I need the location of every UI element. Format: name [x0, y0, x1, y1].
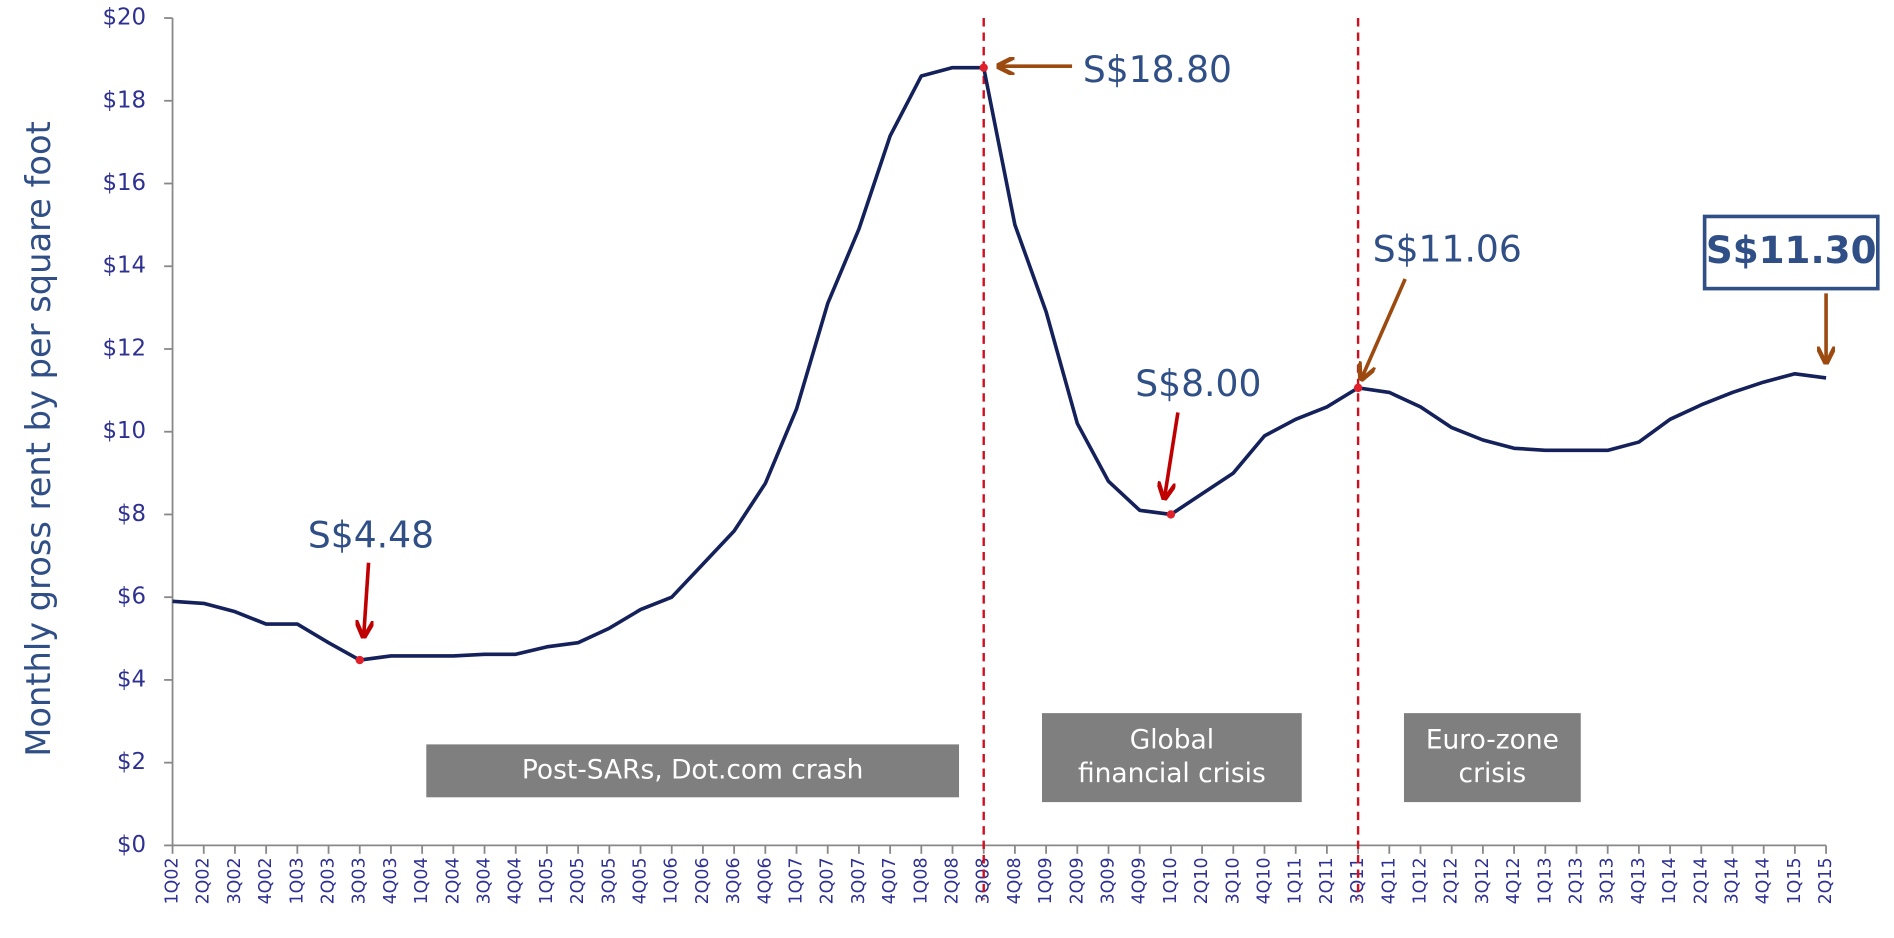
x-tick-label: 1Q05	[537, 857, 557, 904]
x-tick-label: 4Q04	[506, 857, 526, 904]
period-label: Euro-zone	[1426, 724, 1559, 755]
annotation-label: S$18.80	[1083, 49, 1232, 91]
x-tick-label: 4Q09	[1130, 857, 1150, 904]
highlight-point	[355, 655, 364, 665]
x-tick-label: 3Q06	[724, 857, 744, 904]
x-tick-label: 4Q08	[1005, 857, 1025, 904]
annotation-label: S$8.00	[1135, 363, 1261, 405]
period-label: financial crisis	[1078, 758, 1266, 789]
y-tick-label: $14	[103, 253, 147, 279]
x-tick-label: 4Q13	[1629, 857, 1649, 904]
x-tick-label: 1Q06	[662, 857, 682, 904]
x-tick-label: 4Q06	[755, 857, 775, 904]
x-tick-label: 2Q09	[1067, 857, 1087, 904]
x-tick-label: 2Q13	[1566, 857, 1586, 904]
x-tick-label: 1Q03	[287, 857, 307, 904]
y-tick-label: $2	[117, 749, 146, 775]
x-tick-label: 4Q03	[381, 857, 401, 904]
x-tick-label: 3Q03	[350, 857, 370, 904]
y-tick-label: $4	[117, 666, 146, 692]
x-tick-label: 3Q13	[1598, 857, 1618, 904]
x-tick-label: 2Q04	[443, 857, 463, 904]
x-tick-label: 3Q08	[974, 857, 994, 904]
x-tick-label: 4Q11	[1379, 857, 1399, 904]
x-tick-label: 1Q15	[1785, 857, 1805, 904]
highlight-point	[1166, 510, 1176, 519]
annotation-label: S$11.30	[1706, 228, 1877, 272]
x-tick-label: 4Q07	[880, 857, 900, 904]
x-tick-label: 2Q03	[319, 857, 339, 904]
x-tick-label: 2Q06	[693, 857, 713, 904]
annotation-arrow	[364, 562, 369, 635]
x-tick-label: 2Q07	[818, 857, 838, 904]
y-tick-label: $0	[117, 832, 146, 858]
annotation-arrow	[1165, 412, 1180, 496]
y-tick-label: $20	[103, 5, 147, 31]
x-tick-label: 1Q08	[911, 857, 931, 904]
x-tick-label: 3Q12	[1473, 857, 1493, 904]
x-tick-label: 1Q12	[1410, 857, 1430, 904]
y-tick-label: $16	[103, 170, 147, 196]
x-tick-label: 3Q11	[1348, 857, 1368, 904]
x-tick-label: 2Q12	[1442, 857, 1462, 904]
x-tick-label: 4Q12	[1504, 857, 1524, 904]
series-line	[172, 65, 1827, 662]
x-tick-label: 1Q02	[163, 857, 183, 904]
highlight-point	[979, 63, 988, 72]
annotation-arrow	[1362, 278, 1407, 378]
x-tick-label: 3Q05	[599, 857, 619, 904]
x-tick-label: 2Q05	[568, 857, 588, 904]
y-tick-label: $10	[103, 418, 147, 444]
y-axis-label: Monthly gross rent by per square foot	[19, 121, 58, 756]
x-tick-label: 4Q02	[256, 857, 276, 904]
x-tick-label: 1Q11	[1286, 857, 1306, 904]
x-tick-label: 3Q10	[1223, 857, 1243, 904]
annotation-label: S$4.48	[308, 515, 434, 557]
x-tick-label: 3Q09	[1099, 857, 1119, 904]
period-label: crisis	[1459, 758, 1527, 789]
x-tick-label: 3Q04	[475, 857, 495, 904]
y-tick-label: $18	[103, 87, 147, 113]
x-tick-label: 1Q13	[1535, 857, 1555, 904]
annotation-label: S$11.06	[1373, 228, 1522, 270]
period-box	[426, 744, 960, 798]
y-tick-label: $6	[117, 584, 146, 610]
x-tick-label: 1Q04	[412, 857, 432, 904]
period-box	[1042, 713, 1302, 803]
annotation-box	[1702, 214, 1880, 291]
x-tick-label: 2Q14	[1691, 857, 1711, 904]
x-tick-label: 3Q07	[849, 857, 869, 904]
period-box	[1403, 713, 1581, 803]
x-tick-label: 2Q10	[1192, 857, 1212, 904]
x-tick-label: 3Q14	[1722, 857, 1742, 904]
x-tick-label: 4Q10	[1254, 857, 1274, 904]
y-tick-label: $8	[117, 501, 146, 527]
x-tick-label: 4Q14	[1754, 857, 1774, 904]
x-tick-label: 1Q14	[1660, 857, 1680, 904]
x-tick-label: 1Q10	[1161, 857, 1181, 904]
period-label: Global	[1130, 724, 1214, 755]
highlight-point	[1353, 383, 1363, 393]
x-tick-label: 3Q02	[225, 857, 245, 904]
y-tick-label: $12	[103, 335, 147, 361]
x-tick-label: 2Q08	[943, 857, 963, 904]
period-label: Post-SARs, Dot.com crash	[522, 754, 863, 785]
x-tick-label: 4Q05	[631, 857, 651, 904]
x-tick-label: 1Q09	[1036, 857, 1056, 904]
x-tick-label: 2Q11	[1317, 857, 1337, 904]
x-tick-label: 2Q15	[1816, 857, 1836, 904]
x-tick-label: 1Q07	[787, 857, 807, 904]
x-tick-label: 2Q02	[194, 857, 214, 904]
